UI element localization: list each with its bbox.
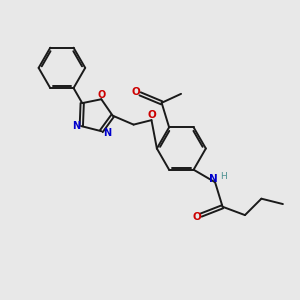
Text: O: O bbox=[132, 87, 140, 97]
Text: O: O bbox=[148, 110, 157, 120]
Text: N: N bbox=[209, 174, 218, 184]
Text: O: O bbox=[97, 90, 106, 100]
Text: O: O bbox=[192, 212, 201, 222]
Text: N: N bbox=[72, 121, 80, 131]
Text: N: N bbox=[103, 128, 111, 138]
Text: H: H bbox=[220, 172, 227, 182]
